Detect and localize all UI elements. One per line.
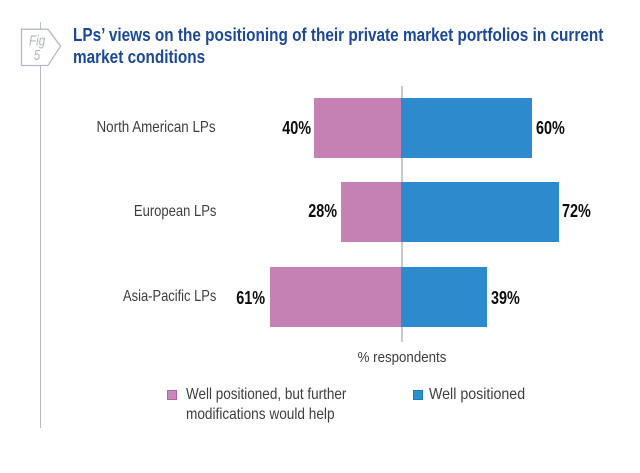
- svg-text:5: 5: [34, 47, 41, 64]
- svg-text:Fig: Fig: [29, 32, 46, 49]
